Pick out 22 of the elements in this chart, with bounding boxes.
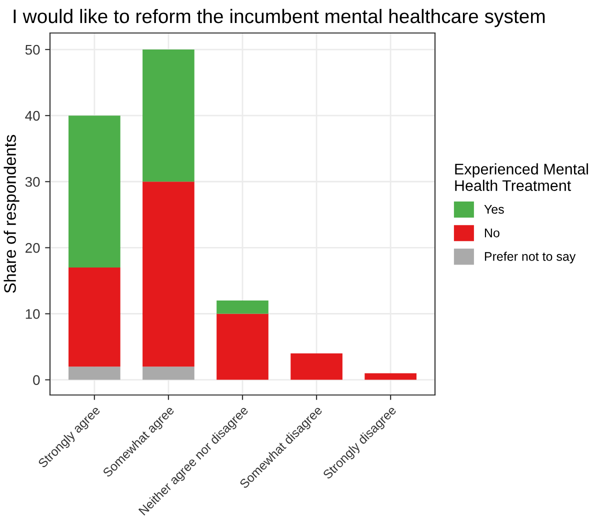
bar — [68, 366, 120, 380]
bar — [290, 353, 342, 380]
bar — [142, 50, 194, 182]
y-tick-label: 20 — [26, 243, 40, 253]
bar — [68, 116, 120, 268]
y-tick-label: 40 — [25, 110, 40, 121]
bar — [216, 314, 268, 380]
y-axis-title: Share of respondents — [4, 134, 20, 293]
bar — [142, 182, 194, 367]
y-tick-label: 0 — [33, 375, 40, 385]
chart-title: I would like to reform the incumbent mental healthcare system — [14, 8, 545, 28]
bar — [68, 268, 120, 367]
legend-title: Experienced Mental Health Treatment — [455, 163, 588, 191]
bar — [216, 300, 268, 314]
bar — [142, 366, 194, 380]
legend-label: Prefer not to say — [484, 252, 576, 264]
y-tick-label: 10 — [26, 309, 40, 319]
bar — [364, 373, 416, 380]
y-tick-label: 30 — [25, 176, 40, 187]
legend-label: Yes — [484, 205, 504, 214]
y-tick-label: 50 — [25, 44, 40, 55]
legend-label: No — [484, 228, 500, 238]
